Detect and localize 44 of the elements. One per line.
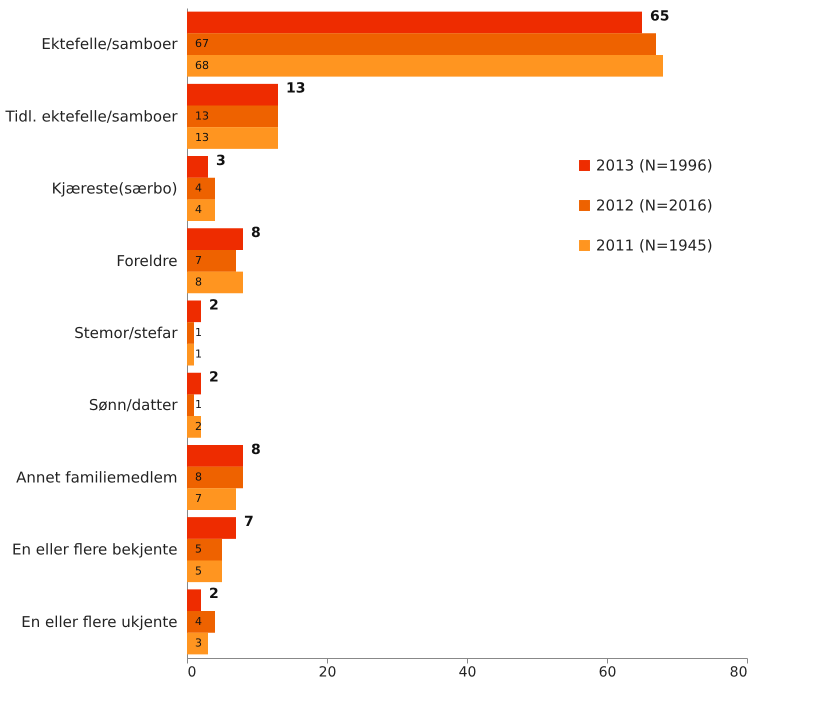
y-tick-label: Kjæreste(særbo) [52, 180, 178, 198]
data-label: 67 [195, 37, 209, 50]
data-label: 7 [195, 492, 202, 506]
legend-label: 2011 (N=1945) [596, 236, 713, 254]
data-label: 3 [216, 152, 226, 169]
data-label: 7 [244, 514, 254, 530]
x-tick-label: 80 [730, 664, 748, 680]
data-label: 1 [195, 348, 202, 361]
data-label: 8 [195, 275, 202, 288]
legend-label: 2012 (N=2016) [596, 196, 713, 214]
y-tick-label: Foreldre [116, 252, 178, 270]
data-label: 2 [209, 297, 219, 314]
data-label: 4 [195, 203, 202, 216]
data-label: 65 [650, 8, 670, 24]
x-tick-label: 20 [318, 664, 336, 680]
data-label: 8 [195, 470, 202, 484]
data-label: 8 [251, 442, 261, 458]
y-tick-label: Tidl. ektefelle/samboer [4, 107, 178, 126]
data-label: 5 [195, 542, 202, 556]
data-label: 3 [195, 636, 202, 650]
data-label: 13 [195, 131, 209, 144]
x-tick-label: 60 [598, 664, 616, 680]
y-tick-label: Ektefelle/samboer [41, 35, 178, 54]
data-label: 13 [195, 109, 209, 122]
y-tick-label: Stemor/stefar [74, 324, 178, 342]
data-label: 7 [195, 254, 202, 267]
data-label: 1 [195, 326, 202, 339]
data-label: 2 [209, 586, 219, 602]
x-tick-label: 0 [188, 664, 196, 680]
data-label: 4 [195, 182, 202, 195]
data-label: 4 [195, 614, 202, 628]
data-label: 2 [209, 370, 219, 386]
y-tick-label: En eller flere bekjente [12, 540, 178, 559]
x-tick-label: 40 [458, 664, 476, 680]
y-tick-label: Annet familiemedlem [16, 468, 178, 486]
data-label: 1 [195, 398, 202, 412]
data-label: 8 [251, 225, 261, 242]
y-tick-label: En eller flere ukjente [21, 612, 178, 631]
y-tick-label: Sønn/datter [88, 396, 178, 414]
data-label: 5 [195, 564, 202, 578]
data-label: 13 [286, 80, 306, 97]
data-label: 68 [195, 58, 209, 72]
data-label: 2 [195, 420, 202, 433]
legend-label: 2013 (N=1996) [596, 156, 713, 174]
